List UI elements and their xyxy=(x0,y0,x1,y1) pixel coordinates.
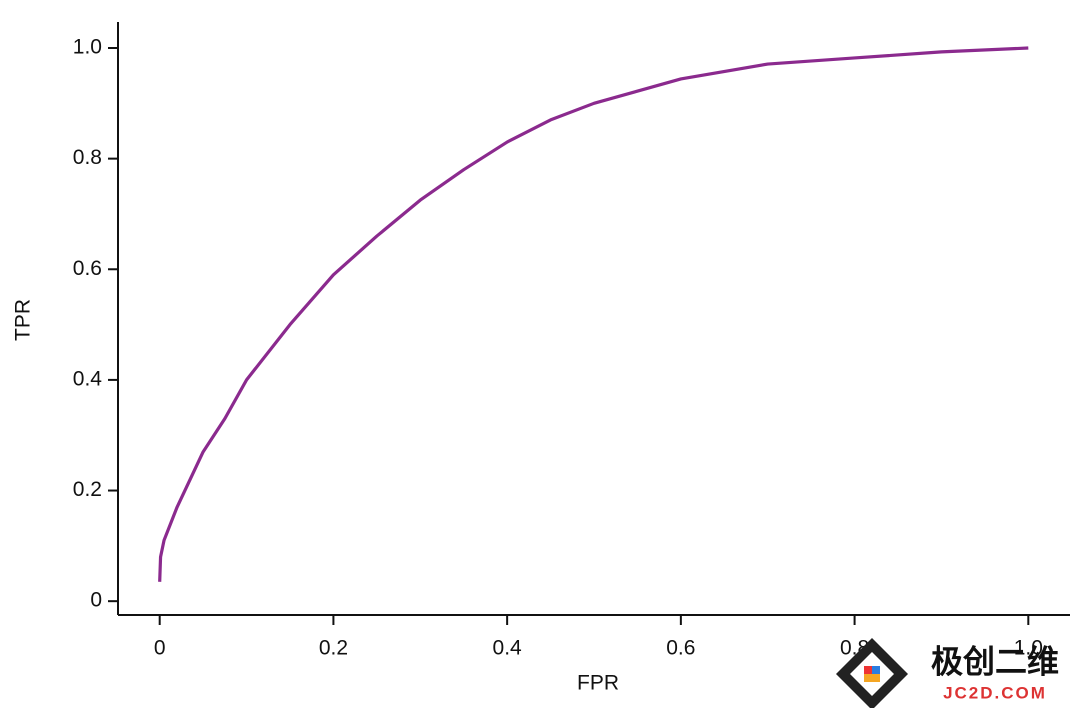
watermark-subtext: JC2D.COM xyxy=(943,683,1047,702)
x-tick-label: 0.6 xyxy=(666,637,695,660)
watermark-cube-part xyxy=(864,666,872,674)
y-tick-label: 1.0 xyxy=(73,36,102,59)
x-tick-label: 0.2 xyxy=(319,637,348,660)
watermark-text: 极创二维 xyxy=(931,643,1059,679)
y-tick-label: 0.2 xyxy=(73,478,102,501)
x-tick-label: 0 xyxy=(154,637,166,660)
x-axis-label: FPR xyxy=(577,672,619,695)
x-tick-label: 0.4 xyxy=(493,637,523,660)
y-tick-label: 0 xyxy=(90,589,102,612)
x-tick-label: 1.0 xyxy=(1014,637,1043,660)
y-tick-label: 0.8 xyxy=(73,146,102,169)
roc-curve xyxy=(158,46,1029,582)
y-axis-label: TPR xyxy=(12,299,35,341)
watermark: 极创二维 JC2D.COM xyxy=(836,638,1059,708)
watermark-cube-part xyxy=(872,666,880,674)
y-tick-label: 0.4 xyxy=(73,367,103,390)
y-tick-label: 0.6 xyxy=(73,257,102,280)
